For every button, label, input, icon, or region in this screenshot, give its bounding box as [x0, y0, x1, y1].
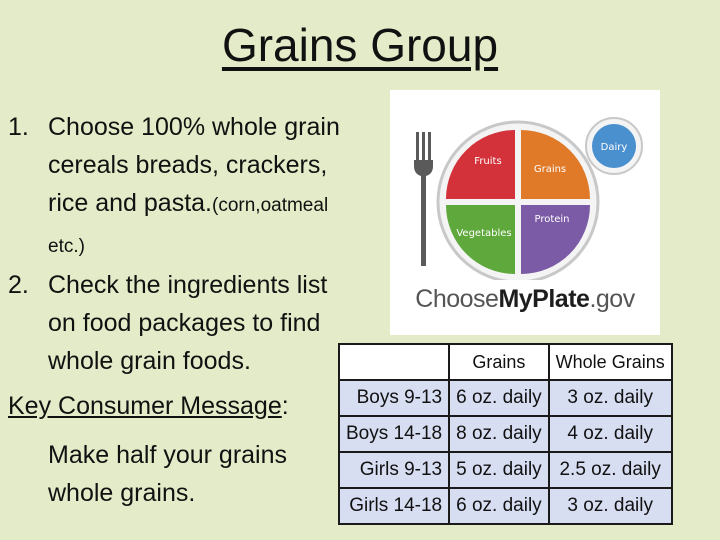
plate-sections: [446, 130, 590, 274]
guideline-list: 1. Choose 100% whole grain cereals bread…: [8, 108, 358, 380]
myplate-graphic: Fruits Grains Vegetables Protein Dairy: [414, 117, 643, 280]
table-row: Girls 9-13 5 oz. daily 2.5 oz. daily: [337, 451, 673, 489]
myplate-image: Fruits Grains Vegetables Protein Dairy C…: [390, 90, 660, 335]
row-label: Boys 9-13: [337, 379, 451, 417]
table-row: Boys 9-13 6 oz. daily 3 oz. daily: [337, 379, 673, 417]
list-note: (corn,oatmeal etc.): [48, 195, 329, 257]
vegetables-label: Vegetables: [456, 228, 511, 239]
whole-grains-cell: 2.5 oz. daily: [547, 451, 673, 489]
grains-section: [521, 130, 590, 199]
fruits-section: [446, 130, 515, 199]
list-item: 2. Check the ingredients list on food pa…: [8, 266, 358, 380]
grains-cell: 8 oz. daily: [448, 415, 550, 453]
whole-grains-cell: 3 oz. daily: [547, 379, 673, 417]
logo-prefix: Choose: [415, 285, 499, 313]
protein-section: [521, 205, 590, 274]
list-item: 1. Choose 100% whole grain cereals bread…: [8, 108, 358, 266]
page-title: Grains Group: [221, 19, 499, 71]
row-label: Boys 14-18: [337, 415, 451, 453]
logo-brand: MyPlate: [498, 285, 590, 313]
protein-label: Protein: [534, 214, 569, 225]
grains-cell: 6 oz. daily: [448, 487, 550, 525]
dairy-section: [592, 124, 636, 168]
key-message-heading: Key Consumer Message:: [8, 392, 289, 421]
fruits-label: Fruits: [474, 156, 501, 167]
plate-rim: [436, 120, 600, 280]
table-header-whole-grains: Whole Grains: [547, 343, 673, 381]
whole-grains-cell: 4 oz. daily: [547, 415, 673, 453]
table-row: Boys 14-18 8 oz. daily 4 oz. daily: [337, 415, 673, 453]
table-header-row: Grains Whole Grains: [337, 343, 673, 381]
dairy-label: Dairy: [601, 142, 628, 153]
key-message-text: Make half your grains whole grains.: [48, 441, 288, 507]
grains-label: Grains: [534, 164, 566, 175]
key-message-label: Key Consumer Message: [8, 392, 282, 420]
list-number: 2.: [8, 271, 29, 299]
whole-grains-cell: 3 oz. daily: [547, 487, 673, 525]
logo-suffix: .gov: [589, 285, 635, 313]
row-label: Girls 9-13: [337, 451, 451, 489]
row-label: Girls 14-18: [337, 487, 451, 525]
table-header-grains: Grains: [448, 343, 550, 381]
key-message-colon: :: [281, 392, 289, 420]
grains-table: Grains Whole Grains Boys 9-13 6 oz. dail…: [337, 343, 673, 525]
grains-cell: 6 oz. daily: [448, 379, 550, 417]
fork-icon: [414, 132, 433, 266]
table-header-blank: [337, 343, 451, 381]
myplate-logo: ChooseMyPlate.gov: [390, 285, 660, 314]
list-text: Check the ingredients list on food packa…: [48, 271, 328, 375]
list-number: 1.: [8, 113, 29, 141]
list-text: Choose 100% whole grain cereals breads, …: [48, 113, 340, 217]
grains-cell: 5 oz. daily: [448, 451, 550, 489]
table-row: Girls 14-18 6 oz. daily 3 oz. daily: [337, 487, 673, 525]
vegetables-section: [446, 205, 515, 274]
